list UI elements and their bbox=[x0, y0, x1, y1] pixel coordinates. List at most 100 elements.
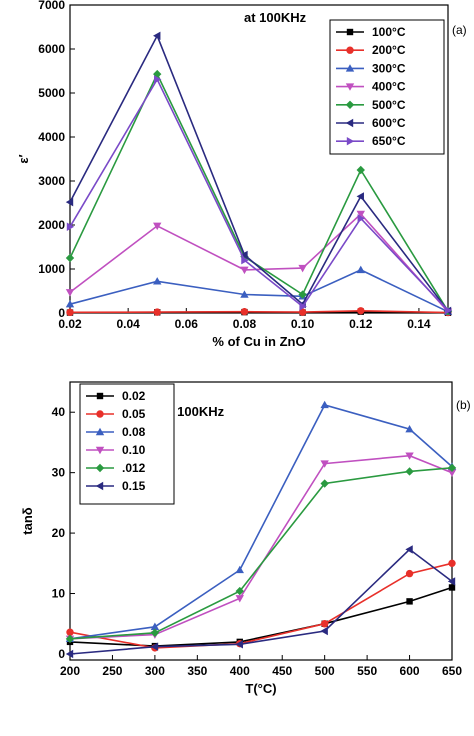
x-tick-label: 0.10 bbox=[291, 317, 315, 331]
legend-label: 300°C bbox=[372, 61, 406, 75]
annotation: at 100KHz bbox=[244, 10, 307, 25]
panel-label: (b) bbox=[456, 398, 471, 412]
data-point bbox=[153, 222, 162, 231]
y-tick-label: 10 bbox=[52, 587, 66, 601]
data-point bbox=[405, 424, 414, 433]
legend-label: 0.10 bbox=[122, 443, 146, 457]
data-point bbox=[405, 452, 414, 460]
series-line-3 bbox=[69, 269, 449, 313]
data-point bbox=[235, 595, 244, 603]
data-point bbox=[320, 400, 329, 409]
legend-label: 0.05 bbox=[122, 407, 146, 421]
legend-label: 500°C bbox=[372, 98, 406, 112]
data-point bbox=[66, 308, 74, 317]
series-line-2 bbox=[69, 309, 449, 314]
y-axis-title: ε′ bbox=[16, 154, 31, 163]
x-tick-label: 0.04 bbox=[116, 317, 140, 331]
data-point bbox=[240, 290, 249, 298]
series-line-2 bbox=[69, 562, 453, 649]
data-point bbox=[153, 31, 161, 40]
x-tick-label: 500 bbox=[315, 664, 335, 678]
legend-marker bbox=[95, 427, 105, 436]
x-tick-label: 0.02 bbox=[58, 317, 82, 331]
data-point bbox=[447, 469, 457, 477]
x-tick-label: 450 bbox=[272, 664, 292, 678]
legend-label: .012 bbox=[122, 461, 146, 475]
data-point bbox=[299, 302, 307, 311]
data-point bbox=[235, 640, 243, 649]
legend-marker bbox=[96, 410, 104, 418]
data-point bbox=[320, 460, 329, 468]
y-tick-label: 0 bbox=[58, 306, 65, 320]
chart-panel-a: 0.02 0.04 0.06 0.08 0.10 0.12 0.14 0 1000 2000 300… bbox=[16, 0, 467, 349]
data-point bbox=[406, 598, 413, 605]
y-axis-title: tanδ bbox=[20, 507, 35, 535]
x-tick-label: 0.14 bbox=[407, 317, 431, 331]
data-point bbox=[356, 192, 364, 201]
y-tick-label: 7000 bbox=[38, 0, 65, 12]
data-point bbox=[240, 250, 248, 260]
y-tick-label: 1000 bbox=[38, 262, 65, 276]
data-point bbox=[444, 306, 453, 315]
data-point bbox=[240, 266, 249, 275]
data-point bbox=[65, 300, 75, 308]
y-tick-label: 6000 bbox=[38, 42, 65, 56]
x-tick-label: 0.08 bbox=[233, 317, 257, 331]
data-point bbox=[65, 634, 75, 644]
y-tick-label: 20 bbox=[52, 526, 66, 540]
data-point bbox=[405, 545, 413, 554]
data-point bbox=[357, 214, 365, 223]
legend-label: 650°C bbox=[372, 134, 406, 148]
annotation: at 100KHz bbox=[162, 404, 225, 419]
x-tick-label: 250 bbox=[102, 664, 122, 678]
legend-marker bbox=[95, 481, 104, 491]
x-tick-label: 650 bbox=[442, 664, 462, 678]
x-tick-label: 350 bbox=[187, 664, 207, 678]
legend-marker bbox=[346, 46, 354, 54]
data-point bbox=[298, 290, 307, 299]
data-point bbox=[65, 197, 74, 207]
legend-marker bbox=[346, 28, 354, 36]
data-point bbox=[235, 586, 244, 596]
data-point bbox=[66, 222, 75, 231]
series-line-7 bbox=[69, 77, 449, 311]
legend-label: 400°C bbox=[372, 80, 406, 94]
chart-panel-b: 200 250 300 350 400 450 500 550 600 650 0 10 20 30 40 T… bbox=[20, 381, 471, 696]
y-tick-label: 40 bbox=[52, 405, 66, 419]
y-tick-label: 0 bbox=[58, 647, 65, 661]
legend-marker bbox=[95, 446, 105, 455]
data-point bbox=[448, 584, 456, 591]
data-point bbox=[66, 628, 74, 636]
x-tick-label: 600 bbox=[400, 664, 420, 678]
x-tick-label: 0.06 bbox=[175, 317, 199, 331]
series-line-4 bbox=[69, 212, 449, 313]
plot-frame bbox=[69, 381, 453, 661]
x-axis-title: % of Cu in ZnO bbox=[212, 334, 305, 349]
legend-label: 600°C bbox=[372, 116, 406, 130]
y-tick-label: 3000 bbox=[38, 174, 65, 188]
legend-label: 200°C bbox=[372, 43, 406, 57]
legend-label: 0.08 bbox=[122, 425, 146, 439]
data-point bbox=[447, 463, 457, 473]
data-point bbox=[298, 308, 307, 316]
legend-marker bbox=[345, 83, 355, 91]
series-line-6 bbox=[69, 548, 453, 655]
data-point bbox=[150, 628, 160, 638]
x-tick-label: 300 bbox=[145, 664, 165, 678]
legend-box bbox=[79, 383, 175, 505]
data-point bbox=[447, 577, 456, 586]
data-point bbox=[448, 559, 456, 568]
x-tick-label: 0.12 bbox=[349, 317, 373, 331]
data-point bbox=[150, 642, 159, 651]
series-line-3 bbox=[69, 404, 453, 640]
data-point bbox=[241, 256, 249, 265]
data-point bbox=[65, 289, 75, 297]
data-point bbox=[320, 479, 329, 488]
data-point bbox=[65, 649, 74, 659]
series-line-6 bbox=[69, 33, 449, 312]
legend-marker bbox=[345, 64, 355, 72]
legend-label: 0.02 bbox=[122, 389, 146, 403]
data-point bbox=[153, 277, 162, 285]
series-line-4 bbox=[69, 454, 453, 640]
